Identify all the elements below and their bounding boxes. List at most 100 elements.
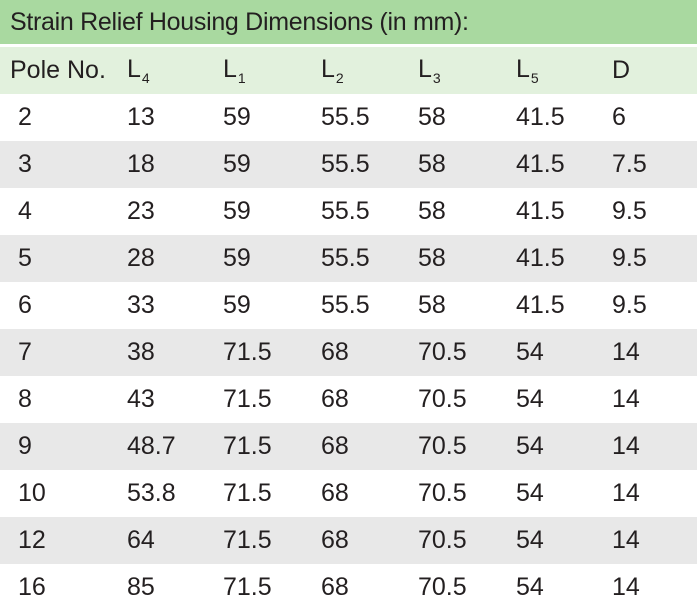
table-cell: 58 bbox=[418, 150, 446, 178]
table-cell: 70.5 bbox=[418, 385, 467, 413]
column-header-label: L bbox=[321, 55, 335, 83]
table-row: 2 13 59 55.5 58 41.5 6 bbox=[0, 94, 697, 141]
table-row: 6 33 59 55.5 58 41.5 9.5 bbox=[0, 282, 697, 329]
table-cell: 9 bbox=[18, 432, 32, 460]
table-cell: 14 bbox=[612, 526, 640, 554]
column-header-label: Pole No. bbox=[10, 56, 106, 84]
column-header-subscript: 1 bbox=[237, 70, 246, 86]
table-cell: 14 bbox=[612, 573, 640, 601]
table-cell: 58 bbox=[418, 244, 446, 272]
table-cell: 5 bbox=[18, 244, 32, 272]
column-header-subscript: 3 bbox=[432, 70, 441, 86]
column-header-label: L bbox=[418, 55, 432, 83]
header-row: Pole No. L4 L1 L2 L3 L5 D bbox=[0, 47, 697, 94]
table-cell: 9.5 bbox=[612, 291, 647, 319]
table-title-text: Strain Relief Housing Dimensions (in mm)… bbox=[10, 7, 469, 36]
table-cell: 68 bbox=[321, 432, 349, 460]
table-cell: 16 bbox=[18, 573, 46, 601]
table-title: Strain Relief Housing Dimensions (in mm)… bbox=[0, 0, 697, 44]
table-cell: 71.5 bbox=[223, 526, 272, 554]
table-cell: 4 bbox=[18, 197, 32, 225]
table-cell: 43 bbox=[127, 385, 155, 413]
table-cell: 68 bbox=[321, 573, 349, 601]
table-cell: 71.5 bbox=[223, 479, 272, 507]
column-header-label: D bbox=[612, 56, 631, 84]
table-cell: 14 bbox=[612, 432, 640, 460]
table-cell: 41.5 bbox=[516, 244, 565, 272]
column-header-0: Pole No. bbox=[0, 47, 127, 94]
title-spacer bbox=[0, 44, 697, 47]
column-header-label: L bbox=[223, 55, 237, 83]
table-cell: 54 bbox=[516, 385, 544, 413]
table-cell: 68 bbox=[321, 385, 349, 413]
table-row: 5 28 59 55.5 58 41.5 9.5 bbox=[0, 235, 697, 282]
table-cell: 68 bbox=[321, 479, 349, 507]
table-cell: 59 bbox=[223, 103, 251, 131]
table-row: 16 85 71.5 68 70.5 54 14 bbox=[0, 564, 697, 611]
table-row: 7 38 71.5 68 70.5 54 14 bbox=[0, 329, 697, 376]
table-cell: 54 bbox=[516, 432, 544, 460]
table-cell: 54 bbox=[516, 479, 544, 507]
table-cell: 23 bbox=[127, 197, 155, 225]
table-cell: 41.5 bbox=[516, 291, 565, 319]
table-cell: 59 bbox=[223, 244, 251, 272]
table-header: Pole No. L4 L1 L2 L3 L5 D bbox=[0, 47, 697, 94]
table-row: 3 18 59 55.5 58 41.5 7.5 bbox=[0, 141, 697, 188]
table-cell: 54 bbox=[516, 338, 544, 366]
column-header-subscript: 5 bbox=[530, 70, 539, 86]
table-cell: 12 bbox=[18, 526, 46, 554]
table-cell: 70.5 bbox=[418, 479, 467, 507]
table-cell: 85 bbox=[127, 573, 155, 601]
column-header-2: L1 bbox=[223, 47, 321, 94]
table-cell: 70.5 bbox=[418, 573, 467, 601]
table-row: 10 53.8 71.5 68 70.5 54 14 bbox=[0, 470, 697, 517]
table-cell: 59 bbox=[223, 291, 251, 319]
table-cell: 2 bbox=[18, 103, 32, 131]
table-cell: 55.5 bbox=[321, 244, 370, 272]
table-cell: 41.5 bbox=[516, 197, 565, 225]
table-cell: 58 bbox=[418, 291, 446, 319]
table-cell: 18 bbox=[127, 150, 155, 178]
table-cell: 55.5 bbox=[321, 103, 370, 131]
table-cell: 41.5 bbox=[516, 150, 565, 178]
table-cell: 48.7 bbox=[127, 432, 176, 460]
table-cell: 6 bbox=[18, 291, 32, 319]
table-cell: 55.5 bbox=[321, 197, 370, 225]
table-cell: 59 bbox=[223, 150, 251, 178]
table-cell: 70.5 bbox=[418, 432, 467, 460]
table-cell: 53.8 bbox=[127, 479, 176, 507]
table-cell: 64 bbox=[127, 526, 155, 554]
dimensions-table: Pole No. L4 L1 L2 L3 L5 D 2 13 59 55.5 58 41.5 6 3 18 5… bbox=[0, 47, 697, 611]
table-cell: 70.5 bbox=[418, 526, 467, 554]
table-cell: 9.5 bbox=[612, 244, 647, 272]
table-row: 12 64 71.5 68 70.5 54 14 bbox=[0, 517, 697, 564]
table-cell: 54 bbox=[516, 526, 544, 554]
column-header-subscript: 4 bbox=[141, 70, 150, 86]
table-cell: 28 bbox=[127, 244, 155, 272]
table-cell: 55.5 bbox=[321, 291, 370, 319]
table-cell: 33 bbox=[127, 291, 155, 319]
column-header-label: L bbox=[516, 55, 530, 83]
column-header-1: L4 bbox=[127, 47, 223, 94]
table-cell: 68 bbox=[321, 338, 349, 366]
table-cell: 8 bbox=[18, 385, 32, 413]
table-cell: 7 bbox=[18, 338, 32, 366]
column-header-5: L5 bbox=[516, 47, 612, 94]
table-cell: 14 bbox=[612, 338, 640, 366]
table-body: 2 13 59 55.5 58 41.5 6 3 18 59 55.5 58 41.5 7.5 4 23 59 5… bbox=[0, 94, 697, 611]
table-cell: 9.5 bbox=[612, 197, 647, 225]
table-cell: 70.5 bbox=[418, 338, 467, 366]
column-header-3: L2 bbox=[321, 47, 418, 94]
table-cell: 59 bbox=[223, 197, 251, 225]
table-cell: 58 bbox=[418, 103, 446, 131]
table-cell: 71.5 bbox=[223, 573, 272, 601]
table-cell: 41.5 bbox=[516, 103, 565, 131]
table-cell: 14 bbox=[612, 479, 640, 507]
column-header-subscript: 2 bbox=[335, 70, 344, 86]
table-cell: 10 bbox=[18, 479, 46, 507]
column-header-6: D bbox=[612, 47, 697, 94]
table-cell: 38 bbox=[127, 338, 155, 366]
table-row: 4 23 59 55.5 58 41.5 9.5 bbox=[0, 188, 697, 235]
table-row: 9 48.7 71.5 68 70.5 54 14 bbox=[0, 423, 697, 470]
